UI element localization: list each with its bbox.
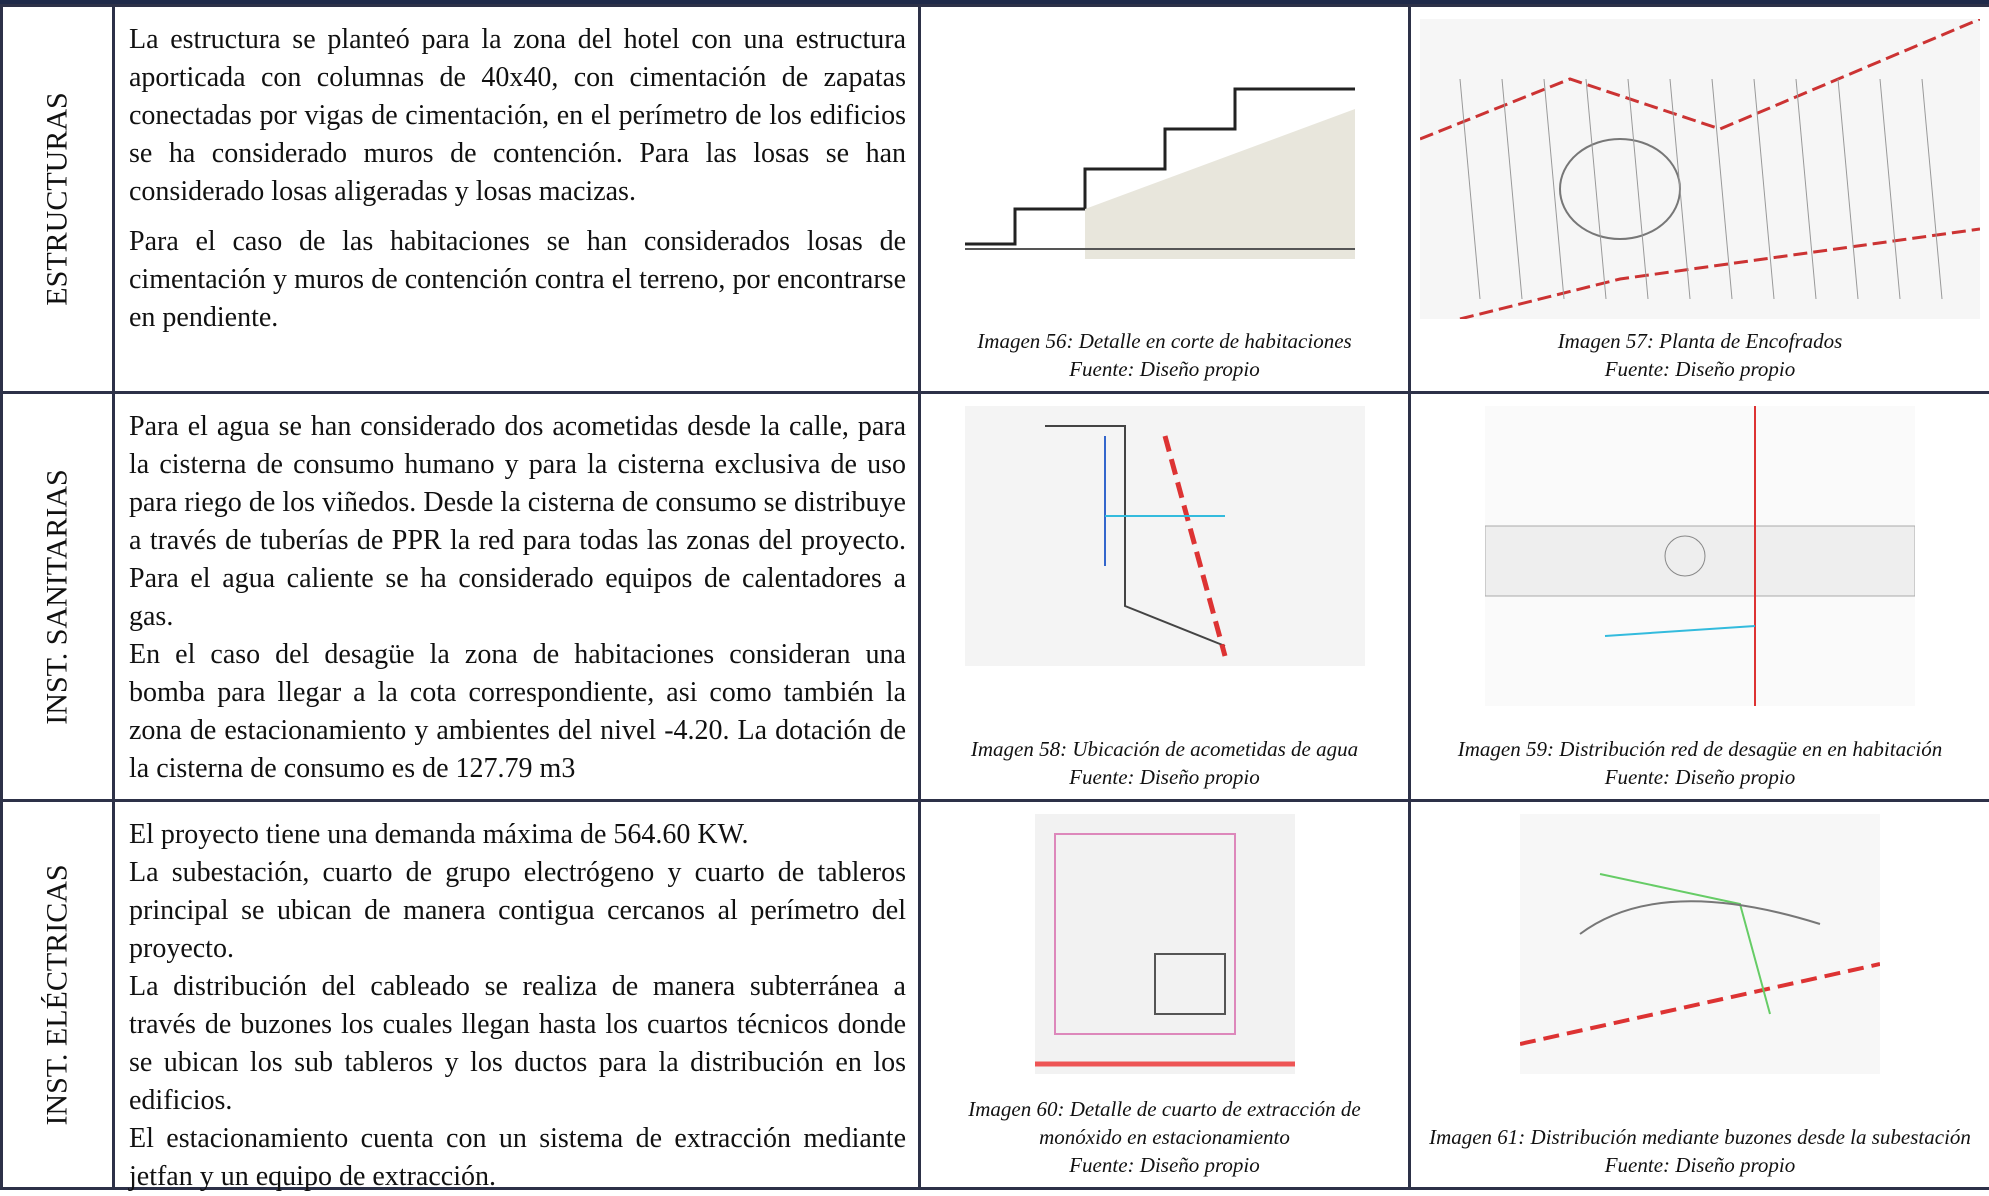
row-label: ESTRUCTURAS (0, 4, 115, 394)
caption-title: Imagen 57: Planta de Encofrados (1557, 329, 1843, 353)
figure-cell: Imagen 61: Distribución mediante buzones… (1408, 799, 1989, 1190)
row-text: El proyecto tiene una demanda máxima de … (112, 799, 921, 1192)
paragraph: La subestación, cuarto de grupo electróg… (129, 857, 906, 964)
paragraph: Para el agua se han considerado dos acom… (129, 411, 906, 632)
figure-image (1485, 406, 1915, 706)
paragraph: El proyecto tiene una demanda máxima de … (129, 819, 749, 850)
figure-image (964, 406, 1365, 666)
caption-source: Fuente: Diseño propio (1604, 357, 1796, 381)
row-text: Para el agua se han considerado dos acom… (112, 391, 921, 802)
caption-source: Fuente: Diseño propio (1069, 357, 1260, 381)
figure-cell: Imagen 59: Distribución red de desagüe e… (1408, 391, 1989, 802)
row-label-text: ESTRUCTURAS (40, 92, 74, 306)
paragraph: Para el caso de las habitaciones se han … (129, 226, 906, 333)
figure-caption: Imagen 58: Ubicación de acometidas de ag… (927, 735, 1402, 791)
caption-source: Fuente: Diseño propio (1604, 1153, 1796, 1177)
figure-caption: Imagen 61: Distribución mediante buzones… (1417, 1123, 1983, 1179)
caption-title: Imagen 60: Detalle de cuarto de extracci… (968, 1097, 1361, 1149)
figure-image (1520, 814, 1880, 1074)
row-label-text: INST. ELÉCTRICAS (40, 863, 74, 1126)
row-label-text: INST. SANITARIAS (40, 468, 74, 725)
figure-image (1034, 814, 1295, 1074)
figure-caption: Imagen 59: Distribución red de desagüe e… (1417, 735, 1983, 791)
figure-cell: Imagen 60: Detalle de cuarto de extracci… (918, 799, 1411, 1190)
figure-image (1420, 19, 1980, 319)
figure-cell: Imagen 58: Ubicación de acometidas de ag… (918, 391, 1411, 802)
paragraph: El estacionamiento cuenta con un sistema… (129, 1123, 906, 1192)
figure-image (934, 19, 1395, 269)
row-label: INST. ELÉCTRICAS (0, 799, 115, 1190)
figure-cell: Imagen 57: Planta de Encofrados Fuente: D… (1408, 4, 1989, 394)
figure-caption: Imagen 56: Detalle en corte de habitacio… (927, 327, 1402, 383)
top-rule (0, 0, 1989, 4)
paragraph: La estructura se planteó para la zona de… (129, 24, 906, 207)
paragraph: En el caso del desagüe la zona de habita… (129, 639, 906, 784)
figure-caption: Imagen 57: Planta de Encofrados Fuente: D… (1417, 327, 1983, 383)
figure-caption: Imagen 60: Detalle de cuarto de extracci… (927, 1095, 1402, 1179)
caption-title: Imagen 56: Detalle en corte de habitacio… (977, 329, 1352, 353)
row-label: INST. SANITARIAS (0, 391, 115, 802)
caption-title: Imagen 61: Distribución mediante buzones… (1429, 1125, 1971, 1149)
row-text: La estructura se planteó para la zona de… (112, 4, 921, 394)
caption-source: Fuente: Diseño propio (1069, 1153, 1260, 1177)
caption-title: Imagen 59: Distribución red de desagüe e… (1457, 737, 1943, 761)
paragraph: La distribución del cableado se realiza … (129, 971, 906, 1116)
figure-cell: Imagen 56: Detalle en corte de habitacio… (918, 4, 1411, 394)
caption-source: Fuente: Diseño propio (1069, 765, 1260, 789)
caption-title: Imagen 58: Ubicación de acometidas de ag… (970, 737, 1359, 761)
caption-source: Fuente: Diseño propio (1604, 765, 1796, 789)
